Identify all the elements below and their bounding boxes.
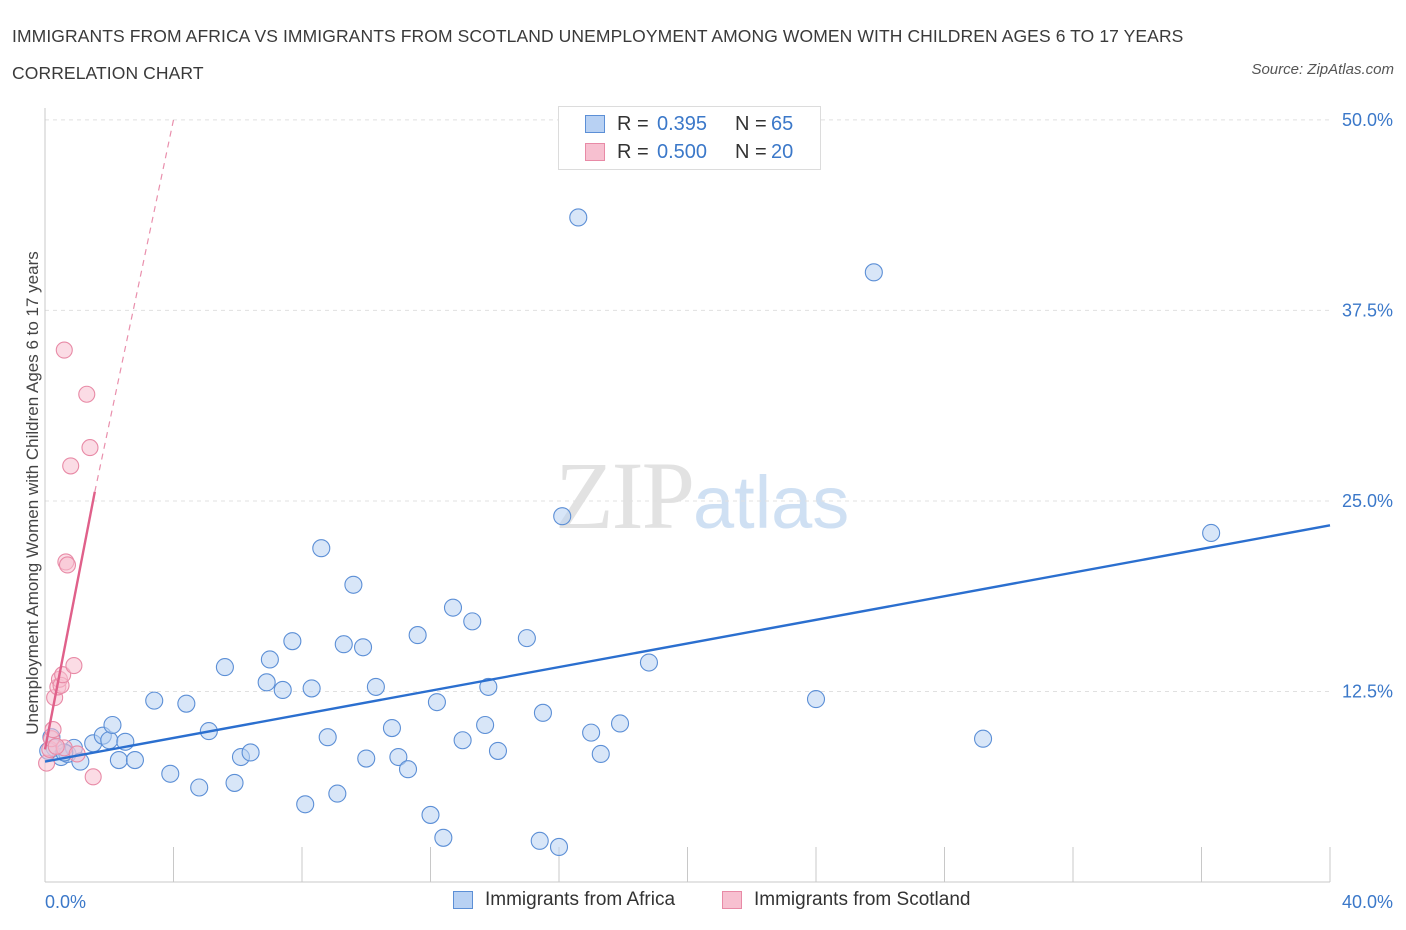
legend-n-value: 20	[771, 140, 794, 163]
scotland-trend-extension	[94, 119, 175, 492]
africa-point	[434, 828, 453, 847]
africa-point	[145, 691, 164, 710]
africa-point	[366, 677, 385, 696]
bottom-legend-scotland: Immigrants from Scotland	[722, 889, 970, 911]
legend-row-africa: R = 0.395 N = 65	[585, 111, 793, 137]
y-tick-label: 25.0%	[1342, 491, 1393, 511]
africa-point	[334, 635, 353, 654]
scotland-point	[65, 657, 83, 675]
africa-point	[610, 714, 630, 733]
y-axis-label: Unemployment Among Women with Children A…	[23, 251, 42, 735]
africa-point	[443, 598, 463, 617]
africa-point	[328, 784, 347, 803]
legend-r-label: R =	[617, 112, 649, 135]
africa-point	[109, 751, 128, 770]
africa-point	[241, 743, 260, 762]
legend-swatch-africa	[585, 115, 605, 133]
africa-point	[864, 263, 883, 282]
legend-row-scotland: R = 0.500 N = 20	[585, 139, 793, 165]
x-tick-label: 40.0%	[1342, 892, 1393, 912]
africa-point	[318, 728, 337, 747]
africa-point	[973, 729, 993, 748]
watermark: ZIPatlas	[555, 440, 849, 551]
africa-point	[591, 744, 610, 764]
watermark-zip: ZIP	[555, 442, 695, 549]
africa-point	[1202, 523, 1221, 543]
africa-point	[257, 673, 276, 692]
africa-point	[357, 749, 376, 768]
scotland-point	[62, 457, 80, 475]
africa-point	[479, 677, 498, 696]
legend-r-value: 0.500	[657, 140, 708, 163]
y-tick-label: 37.5%	[1342, 300, 1393, 320]
africa-point	[488, 741, 508, 760]
africa-point	[177, 694, 196, 713]
africa-point	[476, 715, 495, 735]
africa-point	[806, 690, 826, 709]
africa-point	[427, 693, 446, 712]
africa-point	[569, 208, 588, 227]
chart-title: IMMIGRANTS FROM AFRICA VS IMMIGRANTS FRO…	[12, 26, 1184, 83]
scotland-point	[55, 341, 73, 359]
legend-n-label: N =	[735, 112, 767, 135]
chart-source: Source: ZipAtlas.com	[1251, 61, 1394, 78]
bottom-legend-label-scotland: Immigrants from Scotland	[754, 889, 971, 910]
africa-point	[302, 679, 321, 698]
legend-n-label: N =	[735, 140, 767, 163]
africa-point	[517, 629, 536, 648]
scotland-point	[78, 385, 96, 403]
scotland-trend-line	[43, 491, 96, 750]
africa-point	[283, 632, 302, 651]
scotland-point	[81, 439, 99, 457]
x-tick-label: 0.0%	[45, 892, 86, 912]
africa-point	[389, 747, 408, 767]
africa-point	[582, 723, 601, 742]
africa-point	[100, 731, 119, 750]
africa-point	[161, 764, 180, 783]
scotland-point	[84, 768, 102, 786]
africa-point	[553, 507, 572, 526]
bottom-legend-swatch-africa	[453, 891, 473, 909]
africa-point	[549, 837, 569, 856]
legend-r-label: R =	[617, 140, 649, 163]
scotland-point	[47, 737, 65, 755]
bottom-legend-swatch-scotland	[722, 891, 742, 909]
africa-point	[125, 751, 144, 770]
africa-point	[421, 805, 440, 824]
africa-point	[408, 626, 427, 645]
africa-point	[312, 539, 331, 558]
legend-swatch-scotland	[585, 143, 605, 161]
africa-point	[190, 778, 209, 797]
legend-r-value: 0.395	[657, 112, 708, 135]
africa-point	[225, 773, 244, 792]
africa-point	[296, 795, 315, 814]
bottom-legend-label-africa: Immigrants from Africa	[485, 889, 676, 910]
legend-n-value: 65	[771, 112, 794, 135]
africa-point	[344, 575, 363, 594]
scotland-point	[58, 556, 77, 574]
bottom-legend-africa: Immigrants from Africa	[453, 889, 675, 911]
africa-point	[273, 680, 292, 700]
africa-point	[382, 719, 402, 738]
africa-point	[103, 715, 122, 735]
watermark-atlas: atlas	[693, 461, 850, 544]
africa-point	[260, 650, 279, 669]
africa-point	[398, 760, 418, 779]
y-tick-label: 50.0%	[1342, 110, 1393, 130]
africa-point	[533, 703, 552, 722]
africa-trend-line	[44, 524, 1331, 763]
africa-point	[353, 638, 373, 657]
africa-point	[453, 731, 472, 750]
africa-point	[530, 831, 549, 850]
y-tick-label: 12.5%	[1342, 681, 1393, 701]
correlation-legend: R = 0.395 N = 65 R = 0.500 N = 20	[558, 106, 821, 170]
africa-point	[215, 658, 234, 677]
africa-point	[639, 653, 659, 672]
africa-point	[463, 612, 482, 631]
